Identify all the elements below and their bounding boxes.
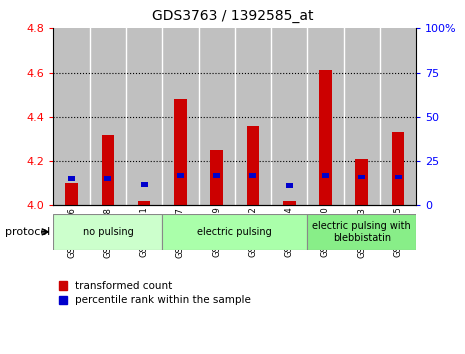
Bar <box>344 28 380 205</box>
Bar <box>53 28 90 205</box>
Text: electric pulsing with
blebbistatin: electric pulsing with blebbistatin <box>312 221 411 243</box>
Bar <box>307 214 416 250</box>
Bar <box>249 173 257 178</box>
Bar <box>174 99 187 205</box>
Bar <box>210 150 223 205</box>
Bar <box>177 173 184 178</box>
Bar <box>392 132 405 205</box>
Bar <box>358 175 365 179</box>
Bar <box>322 173 329 178</box>
Bar <box>283 201 296 205</box>
Bar <box>246 126 259 205</box>
Bar <box>380 28 416 205</box>
Bar <box>138 201 151 205</box>
Bar <box>90 28 126 205</box>
Bar <box>235 28 271 205</box>
Text: GDS3763 / 1392585_at: GDS3763 / 1392585_at <box>152 9 313 23</box>
Bar <box>53 214 162 250</box>
Bar <box>126 28 162 205</box>
Bar <box>68 176 75 181</box>
Text: protocol: protocol <box>5 227 50 237</box>
Bar <box>286 183 293 188</box>
Bar <box>307 28 344 205</box>
Bar <box>140 182 148 187</box>
Bar <box>319 70 332 205</box>
Bar <box>101 135 114 205</box>
Bar <box>213 173 220 178</box>
Bar <box>104 176 112 181</box>
Bar <box>162 214 307 250</box>
Bar <box>271 28 307 205</box>
Bar <box>355 159 368 205</box>
Bar <box>162 28 199 205</box>
Bar <box>199 28 235 205</box>
Legend: transformed count, percentile rank within the sample: transformed count, percentile rank withi… <box>59 281 251 306</box>
Bar <box>394 175 402 179</box>
Text: no pulsing: no pulsing <box>82 227 133 237</box>
Text: electric pulsing: electric pulsing <box>198 227 272 237</box>
Bar <box>65 183 78 205</box>
